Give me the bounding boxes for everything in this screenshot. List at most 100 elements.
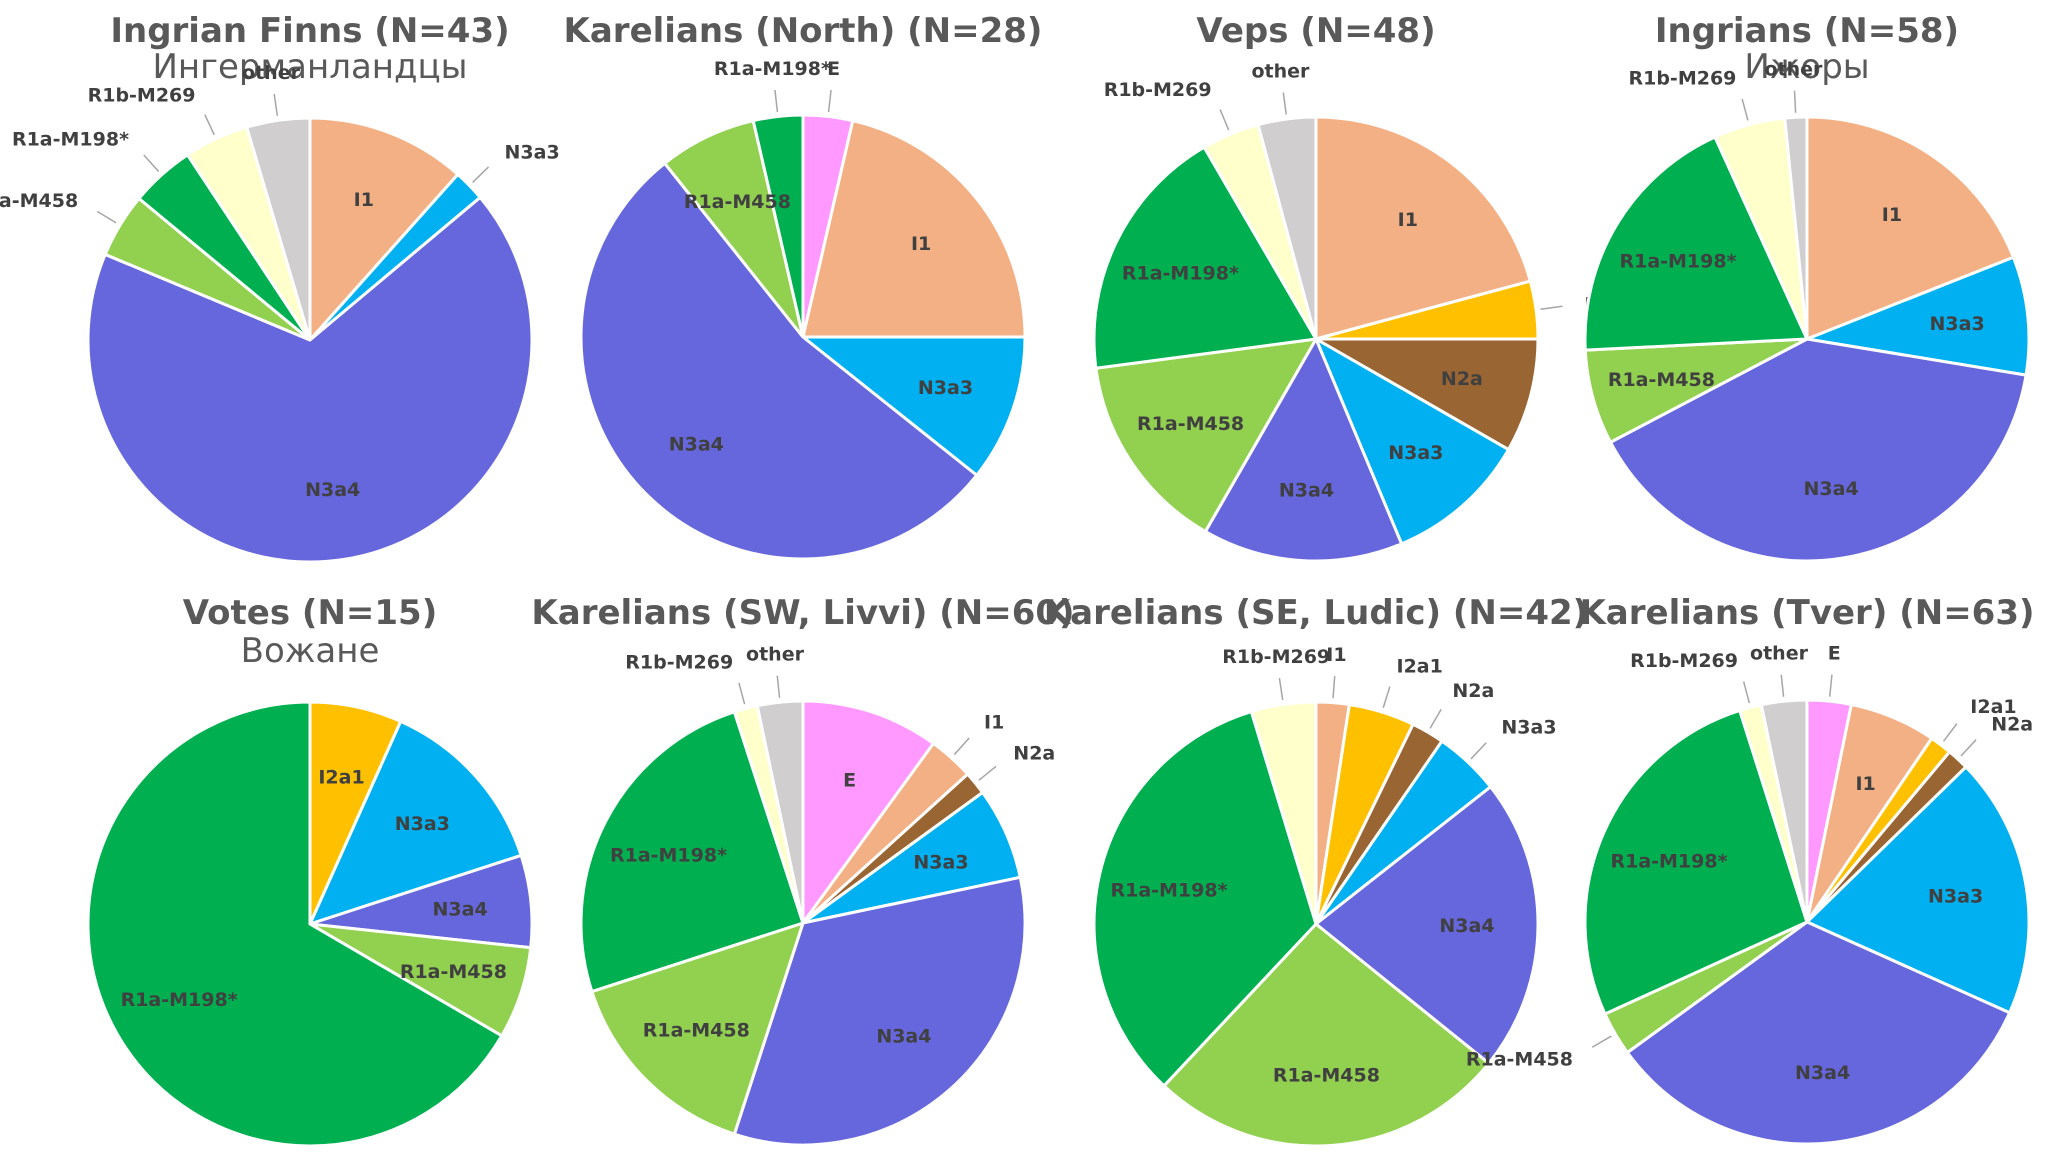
leader-line <box>1591 1035 1612 1048</box>
chart-subtitle: Ингерманландцы <box>152 47 467 87</box>
chart-title: Karelians (SE, Ludic) (N=42) <box>1044 593 1588 633</box>
slice-label-n3a3: N3a3 <box>1928 886 1983 908</box>
chart-title: Votes (N=15) <box>183 593 438 633</box>
leader-line <box>143 154 160 173</box>
pie-slice-n3a4 <box>732 875 1027 1147</box>
chart-subtitle: Ижоры <box>1744 47 1869 87</box>
slice-label-n3a3: N3a3 <box>1388 442 1443 464</box>
pie-slice-n3a3 <box>307 719 524 927</box>
slice-label-n3a4: N3a4 <box>1795 1062 1850 1084</box>
slice-label-r1a-m198star: R1a-M198* <box>714 58 831 80</box>
leader-line <box>1470 742 1487 760</box>
pie-slice-i1 <box>1805 115 2016 342</box>
slice-label-i1: I1 <box>984 712 1004 734</box>
pie-slice-r1a-m458 <box>1161 921 1491 1148</box>
pie-slice-n3a3 <box>1801 255 2031 377</box>
slice-label-i2a1: I2a1 <box>1970 696 2016 718</box>
chart-subtitle: Вожане <box>241 631 380 671</box>
slice-label-r1a-m458: R1a-M458 <box>0 190 78 212</box>
pie-slice-r1a-m198star <box>1583 708 1809 1016</box>
slice-label-e: E <box>1828 643 1841 665</box>
pie-slice-i1 <box>1314 115 1533 341</box>
pie-slice-n3a3 <box>1312 335 1511 546</box>
slice-label-n3a3: N3a3 <box>918 377 973 399</box>
leader-line <box>1382 686 1391 709</box>
pie-chart-6: Karelians (SW, Livvi) (N=60) E I1 N2a N3a3 N3… <box>531 593 1075 1147</box>
slice-label-other: other <box>1251 61 1310 83</box>
slice-label-r1a-m198star: R1a-M198* <box>1610 851 1727 873</box>
leader-line <box>978 765 997 781</box>
slice-label-r1a-m458: R1a-M458 <box>400 961 507 983</box>
leader-line <box>953 737 970 756</box>
leader-line <box>1960 739 1977 757</box>
pie-chart-7: Karelians (SE, Ludic) (N=42) I1 I2a1 N2a N3a… <box>1044 593 1588 1148</box>
slice-label-other: other <box>746 644 805 666</box>
slice-label-r1b-m269: R1b-M269 <box>1222 646 1330 668</box>
chart-title: Veps (N=48) <box>1196 11 1435 51</box>
leader-line <box>1429 708 1442 729</box>
slice-label-r1b-m269: R1b-M269 <box>1104 79 1212 101</box>
slice-label-n2a: N2a <box>1991 713 2033 735</box>
pie-slice-other <box>244 116 312 341</box>
leader-line <box>1828 674 1833 697</box>
leader-line <box>1742 681 1751 704</box>
slice-label-i1: I1 <box>1326 644 1346 666</box>
slice-label-r1a-m198star: R1a-M198* <box>1122 263 1239 285</box>
pie-slice-other <box>1759 698 1809 923</box>
slice-label-i1: I1 <box>1398 209 1418 231</box>
chart-title: Ingrians (N=58) <box>1655 11 1959 51</box>
pie-chart-2: Karelians (North) (N=28) E I1 N3a3 N3a4 R1a-M… <box>564 11 1042 561</box>
slice-label-r1a-m458: R1a-M458 <box>1466 1048 1573 1070</box>
leader-line <box>776 675 781 698</box>
slice-label-n3a3: N3a3 <box>1501 717 1556 739</box>
slice-label-n3a4: N3a4 <box>1804 478 1859 500</box>
slice-label-i1: I1 <box>1855 773 1875 795</box>
slice-label-n3a4: N3a4 <box>669 434 724 456</box>
slice-label-other: other <box>242 62 301 84</box>
pie-chart-4: Ingrians (N=58)Ижоры I1 N3a3 N3a4 R1a-M458 R1… <box>1583 11 2031 563</box>
pie-chart-1: Ingrian Finns (N=43)Ингерманландцы I1 N3a3… <box>0 11 560 564</box>
pie-slice-r1a-m198star <box>1092 709 1318 1088</box>
chart-title: Karelians (SW, Livvi) (N=60) <box>531 593 1074 633</box>
leader-line <box>1278 677 1284 701</box>
leader-line <box>1942 723 1958 742</box>
pie-slice-n3a4 <box>86 195 534 564</box>
slice-label-r1b-m269: R1b-M269 <box>625 651 733 673</box>
pie-slice-other <box>1256 115 1318 340</box>
pie-slice-r1a-m458 <box>1094 337 1319 534</box>
slice-label-r1b-m269: R1b-M269 <box>1628 68 1736 90</box>
pie-chart-5: Votes (N=15)Вожане I2a1 N3a3 N3a4 R1a-M458 R1… <box>86 593 534 1148</box>
pie-slice-n3a4 <box>1203 335 1404 563</box>
leader-line <box>472 166 490 183</box>
pie-slice-e <box>801 699 936 928</box>
leader-line <box>827 89 832 113</box>
slice-label-r1b-m269: R1b-M269 <box>88 85 196 107</box>
slice-label-i1: I1 <box>911 233 931 255</box>
pie-slice-n3a4 <box>1625 920 2012 1146</box>
leader-line <box>96 210 117 224</box>
slice-label-n3a4: N3a4 <box>433 898 488 920</box>
slice-label-r1a-m458: R1a-M458 <box>1273 1065 1380 1087</box>
leader-line <box>1793 90 1797 113</box>
slice-label-r1a-m198star: R1a-M198* <box>1110 880 1227 902</box>
leader-line <box>1741 98 1749 121</box>
leader-line <box>774 89 779 113</box>
leader-line <box>1332 676 1336 699</box>
slice-label-n3a4: N3a4 <box>876 1025 931 1047</box>
chart-title: Karelians (Tver) (N=63) <box>1579 593 2034 633</box>
pie-slice-n3a3 <box>798 335 1027 478</box>
slice-label-r1b-m269: R1b-M269 <box>1630 650 1738 672</box>
slice-label-n3a3: N3a3 <box>913 852 968 874</box>
chart-title: Ingrian Finns (N=43) <box>110 11 509 51</box>
slice-label-r1a-m198star: R1a-M198* <box>121 989 238 1011</box>
pie-slice-r1a-m198star <box>751 113 805 338</box>
leader-line <box>1282 92 1287 115</box>
pie-slice-n3a4 <box>1313 784 1540 1066</box>
leader-line <box>738 682 746 705</box>
pie-slice-n3a3 <box>1804 764 2031 1015</box>
slice-label-r1a-m198star: R1a-M198* <box>12 129 129 151</box>
slice-label-r1a-m458: R1a-M458 <box>1608 369 1715 391</box>
slice-label-n3a4: N3a4 <box>305 479 360 501</box>
